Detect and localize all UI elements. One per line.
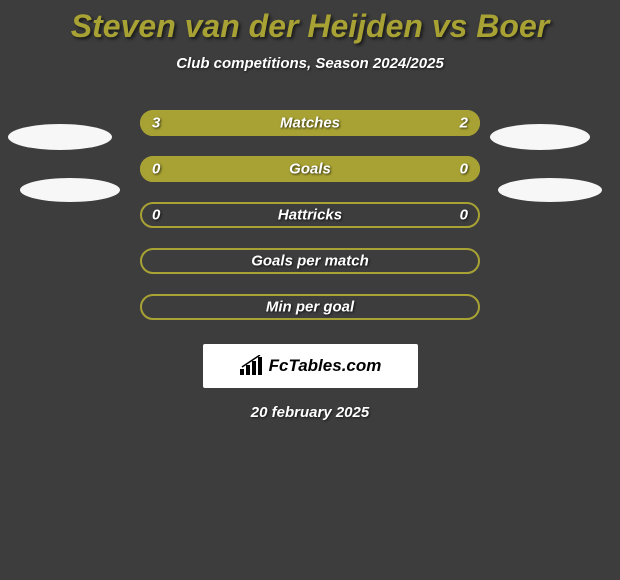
stat-bar-fill-left [140,156,310,182]
stat-value-right: 0 [460,161,468,178]
stat-bar: Goals per match [140,248,480,274]
stat-label: Goals [289,161,331,178]
stat-row: Goals 0 0 [0,146,620,192]
stats-container: Matches 3 2 Goals 0 0 Hattricks 0 0 Goals per mat… [0,100,620,330]
stat-value-right: 0 [460,207,468,224]
stat-row: Matches 3 2 [0,100,620,146]
stat-bar-fill-right [310,156,480,182]
stat-row: Min per goal [0,284,620,330]
bars-icon [239,355,265,377]
logo-box: FcTables.com [203,344,418,388]
stat-label: Hattricks [278,207,342,224]
stat-bar: Hattricks 0 0 [140,202,480,228]
stat-value-left: 0 [152,161,160,178]
logo-inner: FcTables.com [239,355,382,377]
stat-value-left: 0 [152,207,160,224]
logo-text: FcTables.com [269,356,382,376]
stat-value-right: 2 [460,115,468,132]
title-text: Steven van der Heijden vs Boer [71,8,549,44]
stat-value-left: 3 [152,115,160,132]
stat-label: Min per goal [266,299,354,316]
stat-bar: Min per goal [140,294,480,320]
stat-label: Matches [280,115,340,132]
stat-row: Goals per match [0,238,620,284]
comparison-title: Steven van der Heijden vs Boer [0,0,620,45]
comparison-date: 20 february 2025 [0,404,620,421]
stat-bar: Goals 0 0 [140,156,480,182]
comparison-subtitle: Club competitions, Season 2024/2025 [0,55,620,72]
stat-label: Goals per match [251,253,369,270]
stat-bar: Matches 3 2 [140,110,480,136]
stat-row: Hattricks 0 0 [0,192,620,238]
